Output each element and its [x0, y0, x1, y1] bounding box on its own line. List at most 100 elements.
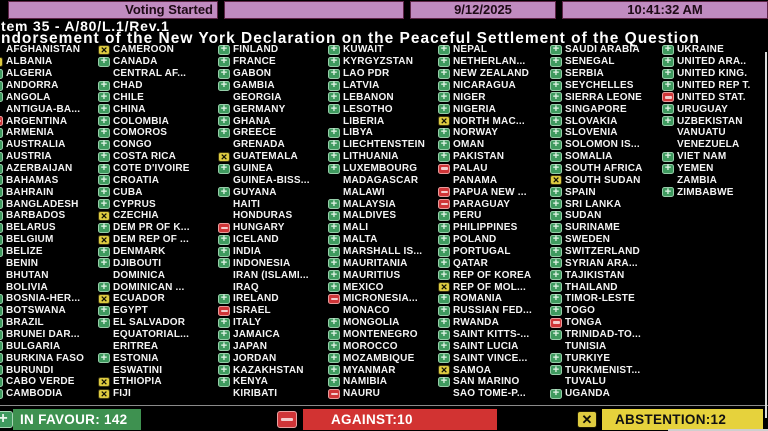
in-favour-icon — [328, 258, 340, 269]
country-name: NAMIBIA — [343, 376, 388, 388]
country-name: CHAD — [113, 80, 143, 91]
country-name: TIMOR-LESTE — [565, 293, 635, 305]
country-name: CANADA — [113, 56, 158, 68]
country-row: MEXICO — [328, 281, 438, 293]
in-favour-icon — [218, 376, 230, 387]
country-column: KUWAITKYRGYZSTANLAO PDRLATVIALEBANONLESO… — [328, 44, 438, 400]
country-row: KYRGYZSTAN — [328, 56, 438, 68]
in-favour-icon — [218, 116, 230, 127]
country-name: SINGAPORE — [565, 103, 627, 115]
country-name: MOROCCO — [343, 340, 398, 352]
agenda-item-line: tem 35 - A/80/L.1/Rev.1 — [1, 18, 170, 34]
country-name: SAN MARINO — [453, 376, 520, 388]
in-favour-icon — [328, 127, 340, 138]
in-favour-icon — [98, 116, 110, 127]
country-name: REP OF KOREA — [453, 269, 532, 281]
in-favour-icon — [438, 293, 450, 304]
country-row: GUINEA-BISS... — [218, 174, 328, 186]
resolution-title: ndorsement of the New York Declaration o… — [1, 30, 700, 47]
no-vote-spacer — [662, 140, 674, 150]
country-row: SAINT KITTS-... — [438, 329, 548, 341]
country-name: AZERBAIJAN — [6, 163, 73, 175]
country-name: KUWAIT — [343, 44, 384, 56]
in-favour-icon — [218, 293, 230, 304]
in-favour-icon — [328, 222, 340, 233]
in-favour-icon — [328, 270, 340, 281]
in-favour-icon — [550, 353, 562, 364]
country-row: BANGLADESH — [0, 198, 101, 210]
in-favour-icon — [438, 68, 450, 79]
in-favour-icon — [0, 222, 3, 233]
against-total: AGAINST:10 — [303, 409, 497, 430]
country-name: GABON — [233, 68, 272, 80]
in-favour-icon — [550, 293, 562, 304]
country-row: SOLOMON IS... — [550, 139, 660, 151]
country-column: SAUDI ARABIASENEGALSERBIASEYCHELLESSIERR… — [550, 44, 660, 400]
in-favour-icon — [550, 68, 562, 79]
against-icon — [328, 293, 340, 304]
country-row: NAURU — [328, 388, 438, 400]
country-name: ISRAEL — [233, 305, 271, 317]
in-favour-icon — [550, 222, 562, 233]
in-favour-icon — [0, 329, 3, 340]
in-favour-icon — [98, 80, 110, 91]
in-favour-icon — [328, 151, 340, 162]
country-name: PORTUGAL — [453, 246, 511, 258]
country-row: MYANMAR — [328, 364, 438, 376]
in-favour-icon — [328, 341, 340, 352]
no-vote-spacer — [218, 199, 230, 209]
country-name: SRI LANKA — [565, 198, 622, 210]
country-name: ITALY — [233, 317, 262, 329]
country-row: NORTH MAC... — [438, 115, 548, 127]
country-row: LAO PDR — [328, 68, 438, 80]
country-row: MARSHALL IS... — [328, 246, 438, 258]
country-row: UNITED KING. — [662, 68, 768, 80]
country-row: PHILIPPINES — [438, 222, 548, 234]
country-row: GABON — [218, 68, 328, 80]
country-name: BOSNIA-HER... — [6, 293, 81, 305]
in-favour-icon — [98, 282, 110, 293]
in-favour-icon — [438, 139, 450, 150]
country-name: DOMINICAN ... — [113, 281, 185, 293]
no-vote-spacer — [438, 389, 450, 399]
in-favour-icon — [0, 187, 3, 198]
country-row: DENMARK — [98, 246, 208, 258]
country-name: DEM REP OF ... — [113, 234, 189, 246]
country-row: PANAMA — [438, 174, 548, 186]
country-row: SEYCHELLES — [550, 80, 660, 92]
country-name: RWANDA — [453, 317, 500, 329]
country-row: TOGO — [550, 305, 660, 317]
country-row: BAHAMAS — [0, 174, 101, 186]
against-icon — [550, 317, 562, 328]
country-name: MAURITIUS — [343, 269, 401, 281]
in-favour-icon — [0, 210, 3, 221]
country-name: NEPAL — [453, 44, 488, 56]
abstention-icon — [550, 175, 562, 186]
country-name: INDIA — [233, 246, 262, 258]
in-favour-icon — [328, 317, 340, 328]
no-vote-spacer — [0, 45, 3, 55]
abstention-icon — [438, 282, 450, 293]
in-favour-icon — [662, 80, 674, 91]
country-row: PAPUA NEW ... — [438, 186, 548, 198]
country-name: BURKINA FASO — [6, 352, 85, 364]
in-favour-icon — [0, 353, 3, 364]
in-favour-icon — [0, 305, 3, 316]
abstention-icon — [98, 210, 110, 221]
no-vote-spacer — [328, 175, 340, 185]
in-favour-icon — [550, 104, 562, 115]
abstention-icon — [98, 388, 110, 399]
country-row: GREECE — [218, 127, 328, 139]
country-name: LIBERIA — [343, 115, 385, 127]
country-name: PAPUA NEW ... — [453, 186, 527, 198]
country-name: UZBEKISTAN — [677, 115, 743, 127]
country-row: DJIBOUTI — [98, 257, 208, 269]
country-name: MYANMAR — [343, 364, 396, 376]
against-icon — [662, 92, 674, 103]
country-name: CYPRUS — [113, 198, 156, 210]
country-name: GRENADA — [233, 139, 285, 151]
in-favour-icon — [98, 199, 110, 210]
country-name: CAMEROON — [113, 44, 175, 56]
country-name: GERMANY — [233, 103, 286, 115]
country-row: SWITZERLAND — [550, 246, 660, 258]
